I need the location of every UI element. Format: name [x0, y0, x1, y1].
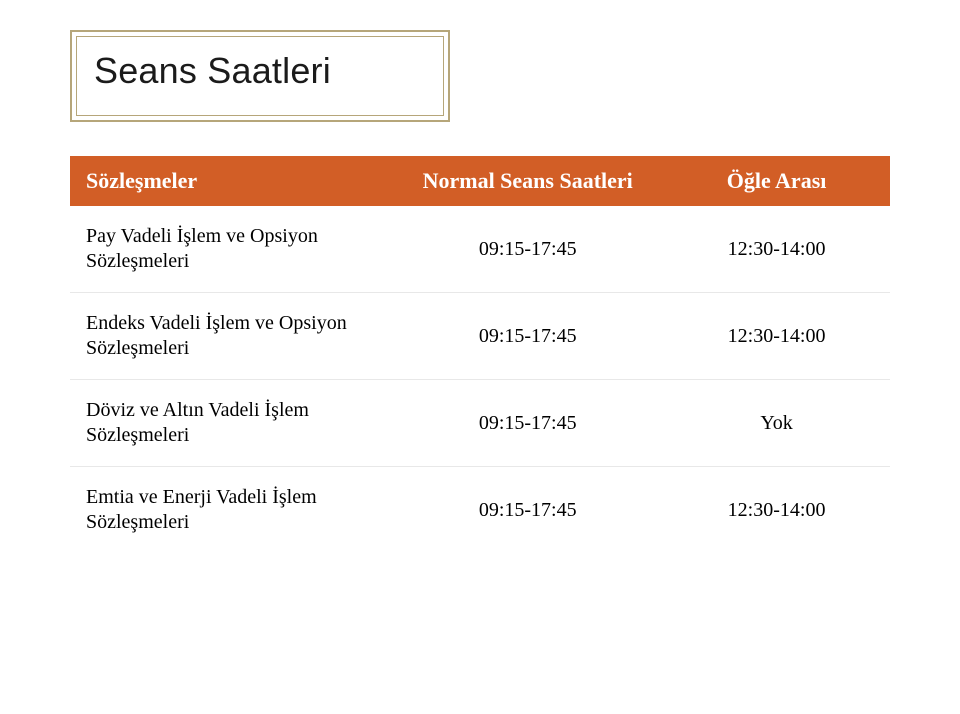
- col-header-ogle: Öğle Arası: [663, 156, 890, 206]
- cell-normal: 09:15-17:45: [392, 467, 663, 554]
- cell-sozlesmeler: Endeks Vadeli İşlem ve Opsiyon Sözleşmel…: [70, 293, 392, 380]
- cell-normal: 09:15-17:45: [392, 206, 663, 293]
- table-header: Sözleşmeler Normal Seans Saatleri Öğle A…: [70, 156, 890, 206]
- cell-sozlesmeler: Pay Vadeli İşlem ve Opsiyon Sözleşmeleri: [70, 206, 392, 293]
- cell-sozlesmeler: Emtia ve Enerji Vadeli İşlem Sözleşmeler…: [70, 467, 392, 554]
- slide: Seans Saatleri Sözleşmeler Normal Seans …: [0, 0, 960, 714]
- table-row: Emtia ve Enerji Vadeli İşlem Sözleşmeler…: [70, 467, 890, 554]
- cell-sozlesmeler: Döviz ve Altın Vadeli İşlem Sözleşmeleri: [70, 380, 392, 467]
- schedule-table: Sözleşmeler Normal Seans Saatleri Öğle A…: [70, 156, 890, 553]
- cell-ogle: 12:30-14:00: [663, 467, 890, 554]
- cell-normal: 09:15-17:45: [392, 380, 663, 467]
- table-row: Döviz ve Altın Vadeli İşlem Sözleşmeleri…: [70, 380, 890, 467]
- col-header-normal: Normal Seans Saatleri: [392, 156, 663, 206]
- table-body: Pay Vadeli İşlem ve Opsiyon Sözleşmeleri…: [70, 206, 890, 553]
- page-title: Seans Saatleri: [94, 50, 331, 91]
- cell-ogle: 12:30-14:00: [663, 293, 890, 380]
- table-row: Pay Vadeli İşlem ve Opsiyon Sözleşmeleri…: [70, 206, 890, 293]
- cell-ogle: 12:30-14:00: [663, 206, 890, 293]
- title-box: Seans Saatleri: [70, 30, 450, 122]
- col-header-sozlesmeler: Sözleşmeler: [70, 156, 392, 206]
- cell-normal: 09:15-17:45: [392, 293, 663, 380]
- table-row: Endeks Vadeli İşlem ve Opsiyon Sözleşmel…: [70, 293, 890, 380]
- cell-ogle: Yok: [663, 380, 890, 467]
